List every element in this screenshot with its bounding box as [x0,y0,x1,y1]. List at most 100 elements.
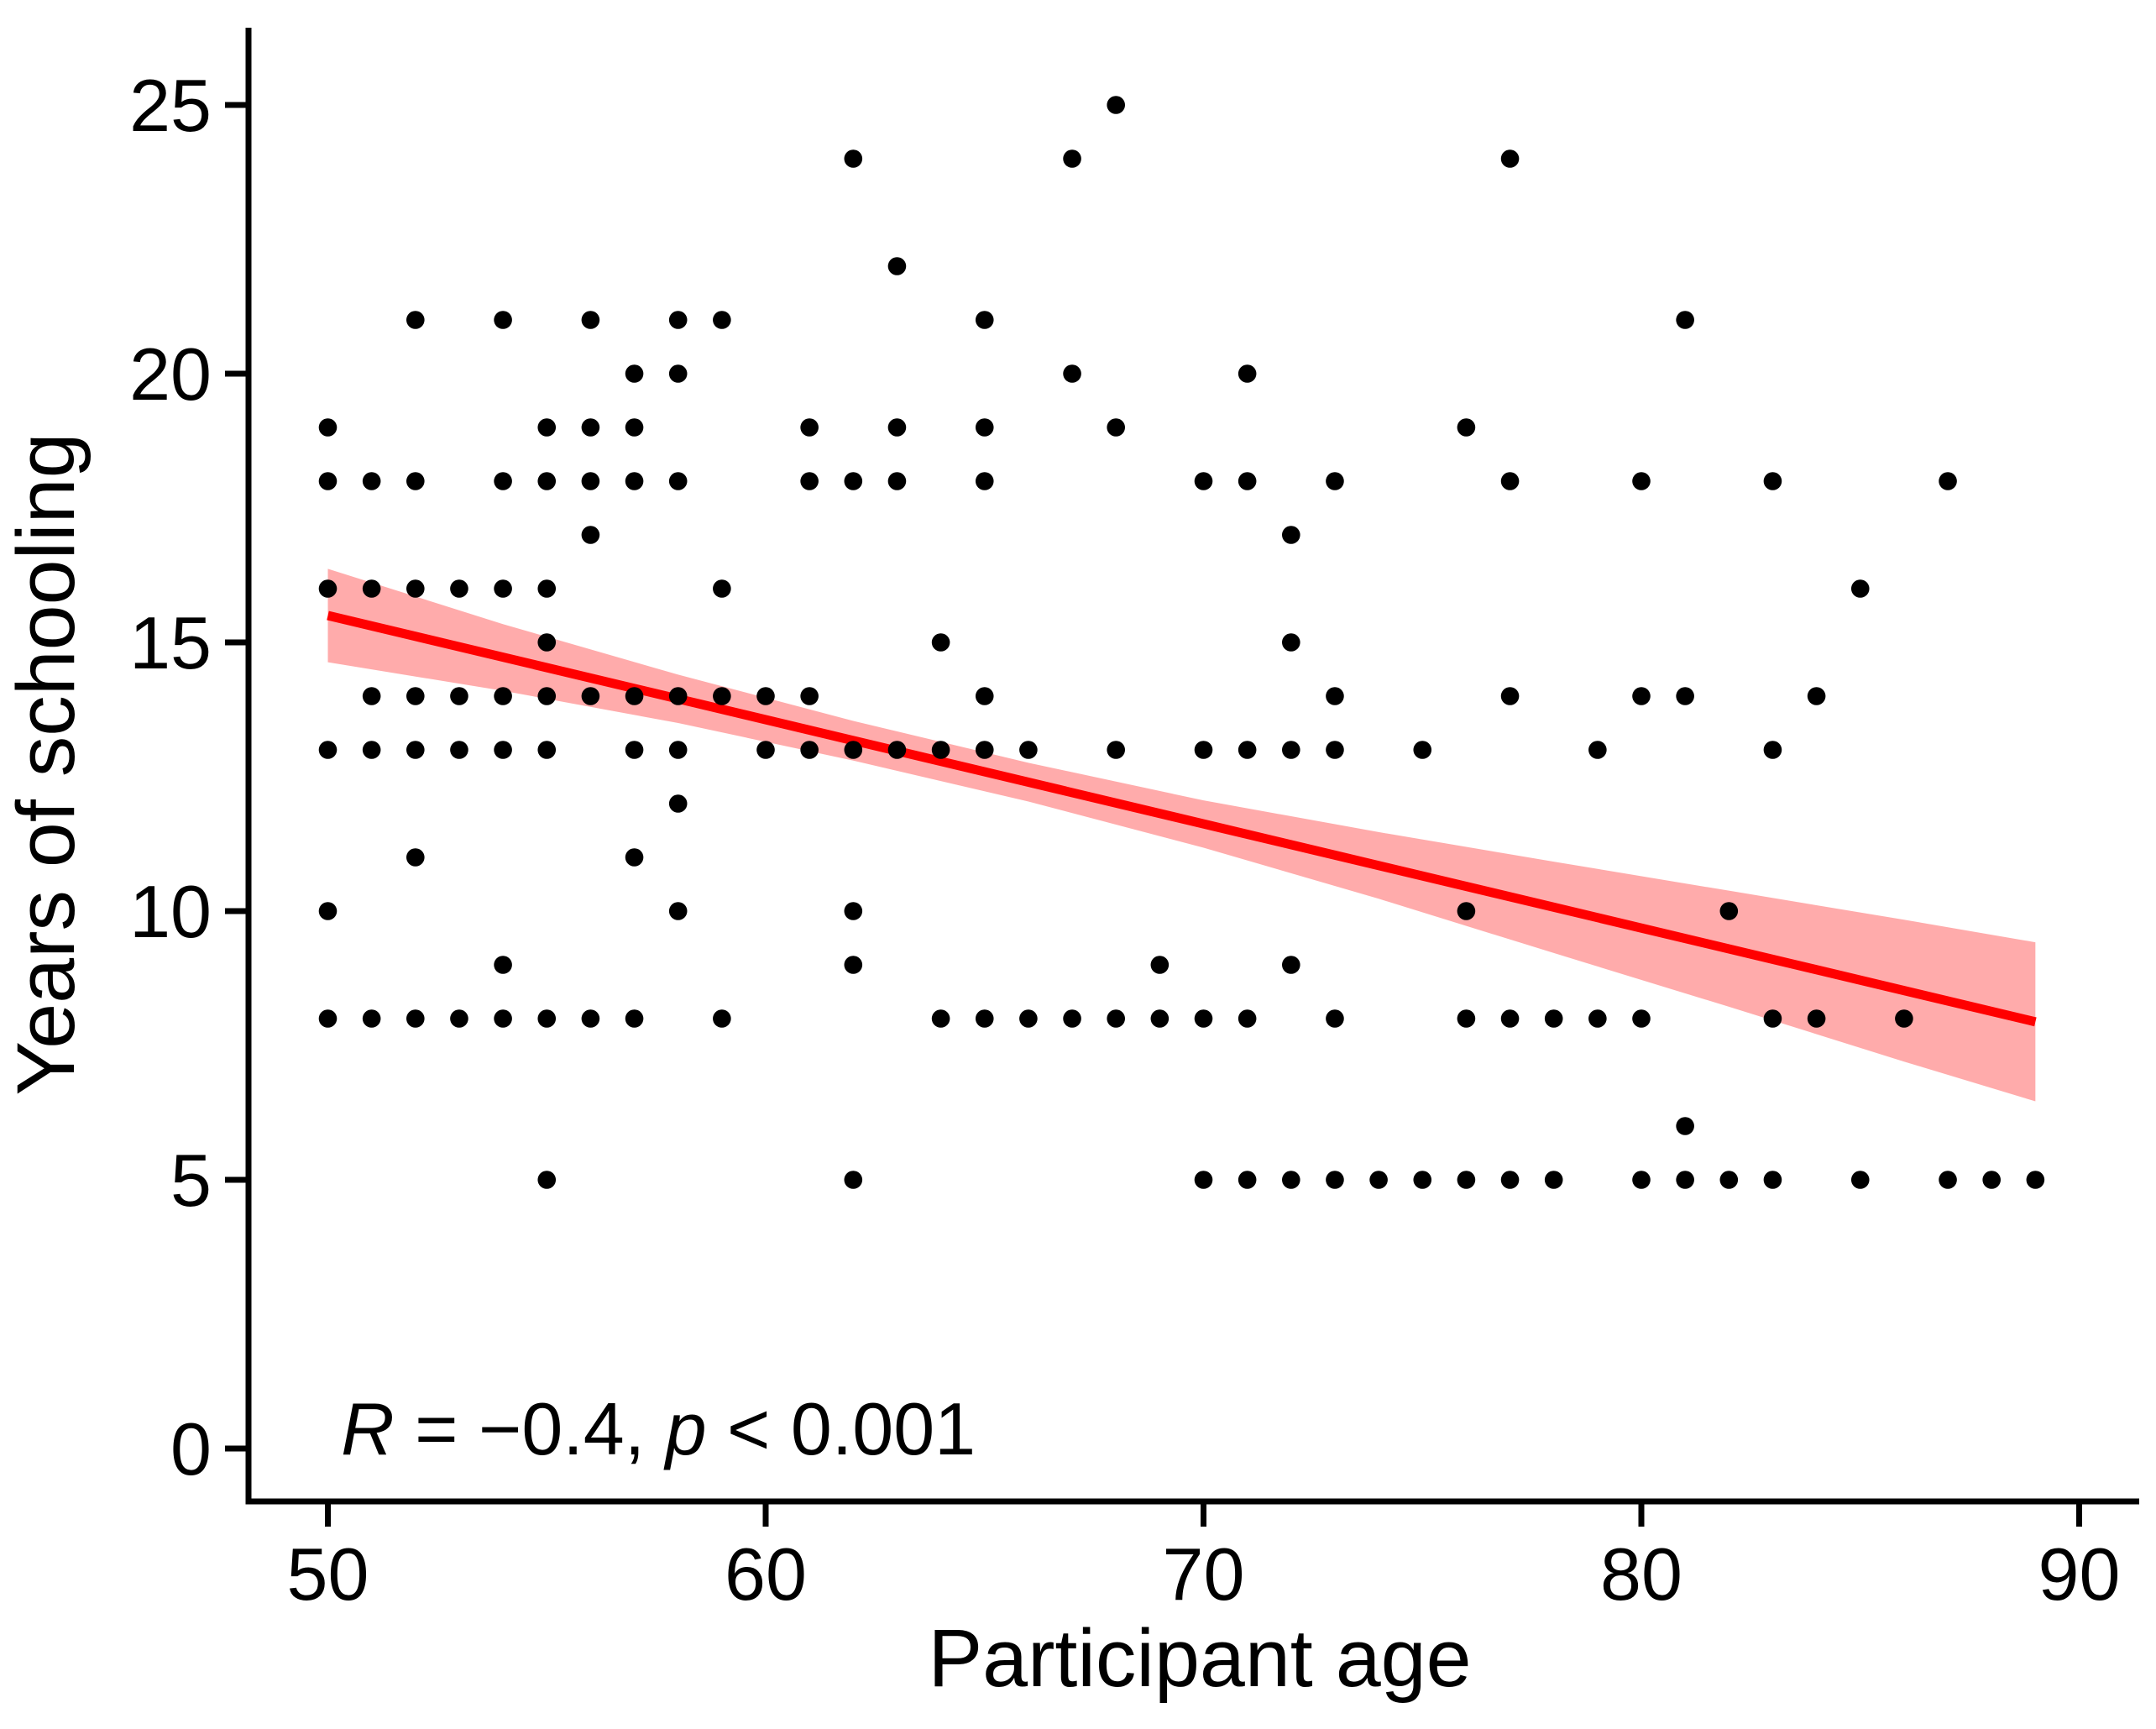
data-point [1500,149,1520,168]
data-point [1063,1009,1081,1028]
data-point [1282,956,1300,974]
data-point [800,418,819,437]
data-point [975,741,994,759]
data-point [1282,741,1300,759]
data-point [668,902,688,920]
data-point [1632,472,1651,490]
confidence-band-area [327,568,2036,1102]
data-point [844,149,863,168]
x-tick-label: 70 [1163,1533,1245,1616]
data-point [668,364,688,383]
data-point [318,472,338,490]
data-point [362,472,381,490]
data-point [362,687,381,705]
y-axis-title: Years of schooling [0,432,92,1095]
data-point [975,418,994,437]
data-point [450,741,468,759]
x-tick-label: 50 [287,1533,369,1616]
data-point [931,1009,950,1028]
data-point [1238,1171,1257,1189]
data-point [625,364,644,383]
x-tick-label: 60 [725,1533,807,1616]
data-point [1676,311,1694,329]
data-point [494,311,512,329]
data-point [1457,1171,1476,1189]
x-axis-title: Participant age [928,1612,1471,1704]
data-point [1238,472,1257,490]
data-point [1457,1009,1476,1028]
data-point [1019,741,1038,759]
data-point [756,741,775,759]
data-point [362,1009,381,1028]
data-point [581,418,600,437]
data-point [1500,1009,1520,1028]
data-point [1676,1171,1694,1189]
data-point [756,687,775,705]
x-axis-ticks: 50 60 70 80 90 [287,1501,2121,1616]
data-point [537,418,557,437]
data-point [1194,472,1213,490]
data-point [318,579,338,598]
data-point [2026,1171,2045,1189]
data-point [1457,418,1476,437]
data-point [1326,687,1344,705]
data-point [668,741,688,759]
data-point [494,579,512,598]
data-point [1544,1171,1563,1189]
data-point [1326,472,1344,490]
y-tick-label: 5 [170,1139,212,1222]
data-point [1676,1117,1694,1135]
data-point [362,741,381,759]
data-point [1238,741,1257,759]
data-points [318,96,2045,1189]
data-point [1763,1009,1782,1028]
data-point [1939,472,1957,490]
data-point [1107,1009,1125,1028]
data-point [1194,741,1213,759]
data-point [1150,956,1170,974]
data-point [668,311,688,329]
data-point [1194,1009,1213,1028]
data-point [625,687,644,705]
data-point [625,848,644,867]
axes [245,28,2139,1505]
data-point [1763,472,1782,490]
data-point [1676,687,1694,705]
data-point [713,687,731,705]
data-point [494,741,512,759]
data-point [537,741,557,759]
data-point [1282,633,1300,652]
data-point [1939,1171,1957,1189]
data-point [1588,1009,1607,1028]
data-point [537,1009,557,1028]
y-axis-ticks: 0 5 10 15 20 25 [129,64,249,1491]
data-point [1850,579,1870,598]
data-point [406,1009,425,1028]
data-point [844,472,863,490]
regression-line-path [327,610,2037,1027]
data-point [931,633,950,652]
data-point [887,472,907,490]
data-point [1719,902,1739,920]
data-point [1282,526,1300,544]
data-point [1107,741,1125,759]
data-point [1413,741,1432,759]
data-point [1238,1009,1257,1028]
data-point [931,741,950,759]
data-point [1326,1171,1344,1189]
data-point [668,687,688,705]
data-point [1238,364,1257,383]
data-point [1063,364,1081,383]
data-point [537,472,557,490]
y-tick-label: 20 [129,333,212,416]
x-tick-label: 90 [2038,1533,2121,1616]
data-point [406,311,425,329]
data-point [844,956,863,974]
data-point [494,472,512,490]
data-point [581,311,600,329]
data-point [1194,1171,1213,1189]
data-point [450,1009,468,1028]
data-point [1019,1009,1038,1028]
data-point [318,1009,338,1028]
